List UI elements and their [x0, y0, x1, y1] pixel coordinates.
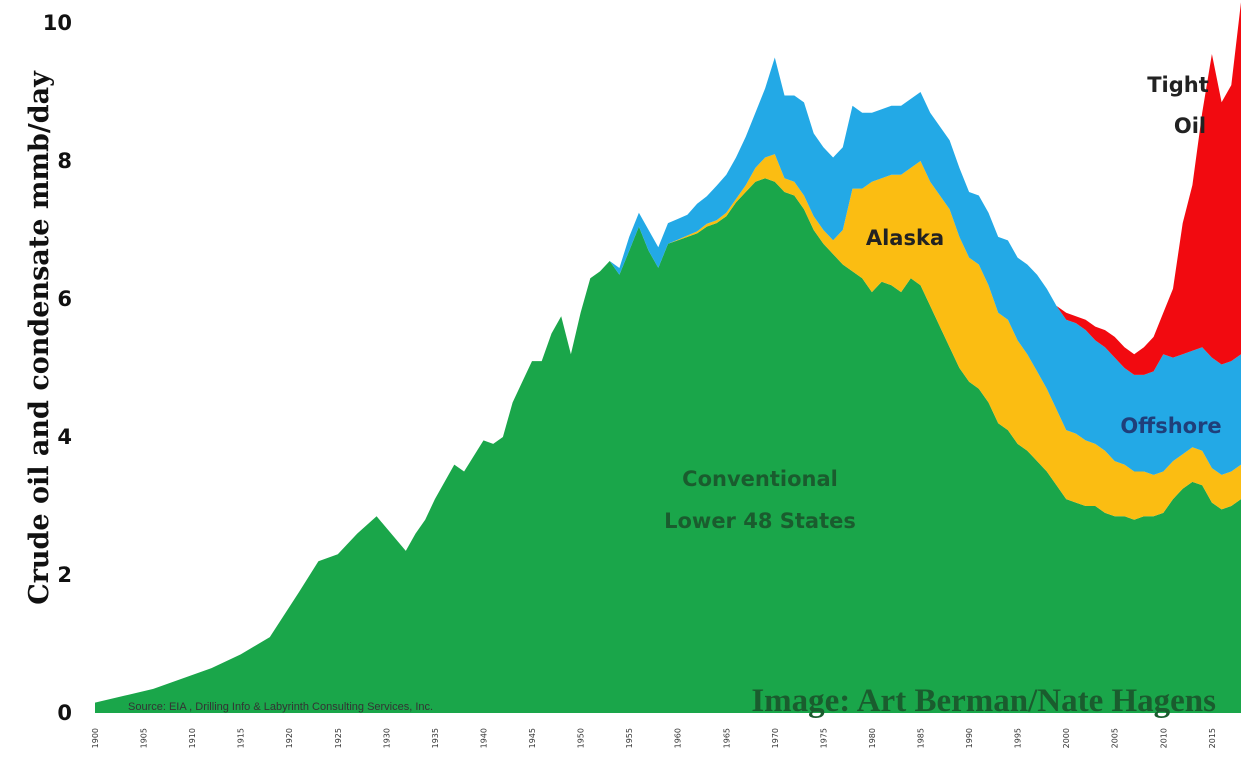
y-axis-label: Crude oil and condensate mmb/day — [24, 70, 55, 605]
x-tick-label: 2000 — [1062, 728, 1071, 748]
label-tight-line1: Tight — [1147, 73, 1209, 97]
y-tick-label: 10 — [43, 11, 72, 35]
x-tick-label: 1970 — [771, 728, 780, 748]
y-tick-label: 2 — [57, 563, 72, 587]
x-tick-label: 1985 — [917, 728, 926, 748]
area-conventional-lower-48-states — [95, 178, 1241, 714]
x-tick-label: 2005 — [1111, 728, 1120, 748]
area-alaska — [95, 154, 1241, 703]
x-axis-ticks: 1900 1905 1910 1915 1920 1925 1930 1935 1940 1945… — [91, 728, 1217, 748]
x-tick-label: 1960 — [674, 728, 683, 748]
x-tick-label: 1965 — [722, 728, 731, 748]
x-tick-label: 1935 — [431, 728, 440, 748]
x-tick-label: 2015 — [1208, 728, 1217, 748]
x-tick-label: 1900 — [91, 728, 100, 748]
y-tick-label: 8 — [57, 149, 72, 173]
x-tick-label: 1925 — [334, 728, 343, 748]
label-conventional-line1: Conventional — [682, 467, 838, 491]
label-offshore: Offshore — [1120, 414, 1221, 438]
x-tick-label: 1995 — [1014, 728, 1023, 748]
x-tick-label: 1945 — [528, 728, 537, 748]
x-tick-label: 1955 — [625, 728, 634, 748]
source-note: Source: EIA , Drilling Info & Labyrinth … — [128, 701, 433, 713]
label-alaska: Alaska — [866, 226, 944, 250]
area-offshore — [95, 57, 1241, 703]
x-tick-label: 1940 — [479, 728, 488, 748]
y-tick-label: 0 — [57, 701, 72, 725]
label-conventional-line2: Lower 48 States — [664, 509, 856, 533]
y-tick-label: 4 — [57, 425, 72, 449]
y-tick-label: 6 — [57, 287, 72, 311]
x-tick-label: 1980 — [868, 728, 877, 748]
y-axis-ticks: 0 2 4 6 8 10 — [43, 11, 72, 725]
x-tick-label: 1930 — [382, 728, 391, 748]
area-series-group — [95, 2, 1241, 714]
x-tick-label: 1905 — [140, 728, 149, 748]
x-tick-label: 2010 — [1159, 728, 1168, 748]
x-tick-label: 1915 — [237, 728, 246, 748]
x-tick-label: 1950 — [577, 728, 586, 748]
label-tight-line2: Oil — [1174, 114, 1206, 138]
x-tick-label: 1910 — [188, 728, 197, 748]
x-tick-label: 1990 — [965, 728, 974, 748]
x-tick-label: 1975 — [819, 728, 828, 748]
image-credit: Image: Art Berman/Nate Hagens — [751, 683, 1216, 719]
x-tick-label: 1920 — [285, 728, 294, 748]
